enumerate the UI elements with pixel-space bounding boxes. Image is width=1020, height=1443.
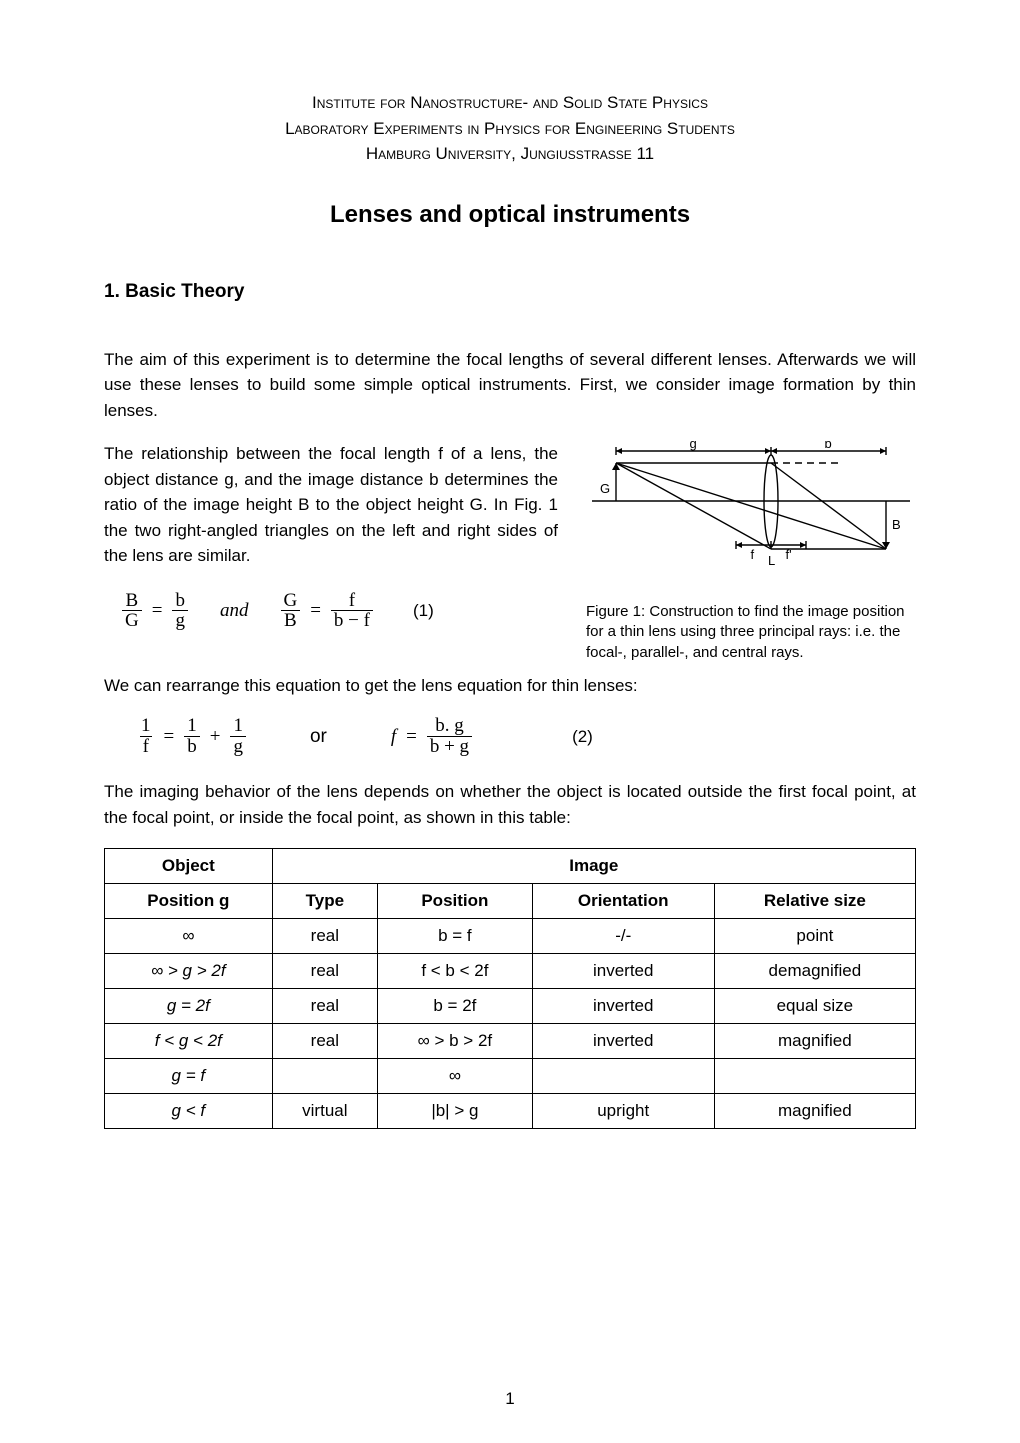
table-row: ∞ > g > 2frealf < b < 2finverteddemagnif… (105, 954, 916, 989)
table-row: g = f ∞ (105, 1059, 916, 1094)
equation-1: B G = b g and G B = f b − f (1) (122, 591, 558, 632)
equals-sign: = (152, 600, 163, 622)
page: Institute for Nanostructure- and Solid S… (0, 0, 1020, 1443)
svg-text:f': f' (786, 547, 792, 562)
th-position-g: Position g (105, 884, 273, 919)
table-cell: f < g < 2f (105, 1024, 273, 1059)
eq1-word-and: and (220, 600, 249, 622)
table-row: ∞realb = f-/-point (105, 919, 916, 954)
section-heading-basic-theory: 1. Basic Theory (104, 281, 916, 303)
table-cell: -/- (532, 919, 714, 954)
table-cell: ∞ > g > 2f (105, 954, 273, 989)
page-title: Lenses and optical instruments (104, 201, 916, 229)
table-cell: inverted (532, 989, 714, 1024)
equation-2: 1 f = 1 b + 1 g or f = b. g b + g (2) (138, 716, 916, 757)
table-row: f < g < 2freal∞ > b > 2finvertedmagnifie… (105, 1024, 916, 1059)
institute-header: Institute for Nanostructure- and Solid S… (104, 90, 916, 167)
table-cell: demagnified (714, 954, 915, 989)
table-cell: g = f (105, 1059, 273, 1094)
table-cell: g = 2f (105, 989, 273, 1024)
eq2-frac-1b: 1 b (184, 716, 200, 757)
table-cell: point (714, 919, 915, 954)
table-cell: ∞ (378, 1059, 533, 1094)
table-cell: |b| > g (378, 1094, 533, 1129)
table-cell: inverted (532, 954, 714, 989)
th-relsize: Relative size (714, 884, 915, 919)
eq1-frac-BG: B G (122, 591, 142, 632)
table-header-row-2: Position g Type Position Orientation Rel… (105, 884, 916, 919)
th-image: Image (272, 849, 915, 884)
table-cell (714, 1059, 915, 1094)
table-cell: virtual (272, 1094, 377, 1129)
figure-1-caption: Figure 1: Construction to find the image… (586, 602, 916, 663)
paragraph-rearrange: We can rearrange this equation to get th… (104, 673, 916, 699)
equals-sign: = (406, 726, 417, 748)
table-cell: b = 2f (378, 989, 533, 1024)
text-figure-row: The relationship between the focal lengt… (104, 441, 916, 663)
eq2-f: f (391, 726, 396, 748)
table-cell: real (272, 919, 377, 954)
paragraph-aim: The aim of this experiment is to determi… (104, 347, 916, 424)
plus-sign: + (210, 726, 221, 748)
table-cell: real (272, 954, 377, 989)
eq1-frac-bg: b g (172, 591, 188, 632)
svg-text:f: f (751, 547, 755, 562)
table-cell: equal size (714, 989, 915, 1024)
figure-1-lens-diagram: g b G B Lf f' (586, 441, 916, 591)
equals-sign: = (164, 726, 175, 748)
th-orientation: Orientation (532, 884, 714, 919)
table-cell (532, 1059, 714, 1094)
table-cell: real (272, 989, 377, 1024)
text-column: The relationship between the focal lengt… (104, 441, 558, 653)
header-line-3: Hamburg University, Jungiusstraße 11 (366, 144, 654, 163)
eq1-frac-fbf: f b − f (331, 591, 373, 632)
header-line-1: Institute for Nanostructure- and Solid S… (312, 93, 708, 112)
table-cell: upright (532, 1094, 714, 1129)
table-cell (272, 1059, 377, 1094)
table-cell: b = f (378, 919, 533, 954)
svg-text:b: b (825, 441, 832, 451)
table-cell: g < f (105, 1094, 273, 1129)
table-row: g = 2frealb = 2finvertedequal size (105, 989, 916, 1024)
eq1-frac-GB: G B (280, 591, 300, 632)
page-number: 1 (0, 1389, 1020, 1409)
table-cell: real (272, 1024, 377, 1059)
imaging-table: Object Image Position g Type Position Or… (104, 848, 916, 1129)
eq2-frac-1g: 1 g (230, 716, 246, 757)
equals-sign: = (310, 600, 321, 622)
table-row: g < fvirtual|b| > guprightmagnified (105, 1094, 916, 1129)
table-cell: ∞ (105, 919, 273, 954)
th-type: Type (272, 884, 377, 919)
figure-column: g b G B Lf f' Figure 1: Construction to find … (586, 441, 916, 663)
table-cell: magnified (714, 1024, 915, 1059)
svg-text:g: g (690, 441, 697, 451)
paragraph-imaging-behavior: The imaging behavior of the lens depends… (104, 779, 916, 830)
svg-text:G: G (600, 481, 610, 496)
table-cell: f < b < 2f (378, 954, 533, 989)
eq2-frac-1f: 1 f (138, 716, 154, 757)
svg-text:L: L (768, 553, 775, 568)
th-position: Position (378, 884, 533, 919)
eq2-frac-bg-bpg: b. g b + g (427, 716, 472, 757)
th-object: Object (105, 849, 273, 884)
eq1-number: (1) (413, 601, 434, 621)
paragraph-relationship: The relationship between the focal lengt… (104, 441, 558, 569)
table-header-row-1: Object Image (105, 849, 916, 884)
table-cell: ∞ > b > 2f (378, 1024, 533, 1059)
eq2-word-or: or (310, 726, 327, 748)
eq2-number: (2) (572, 727, 593, 747)
svg-text:B: B (892, 517, 901, 532)
header-line-2: Laboratory Experiments in Physics for En… (285, 119, 735, 138)
table-cell: inverted (532, 1024, 714, 1059)
table-cell: magnified (714, 1094, 915, 1129)
